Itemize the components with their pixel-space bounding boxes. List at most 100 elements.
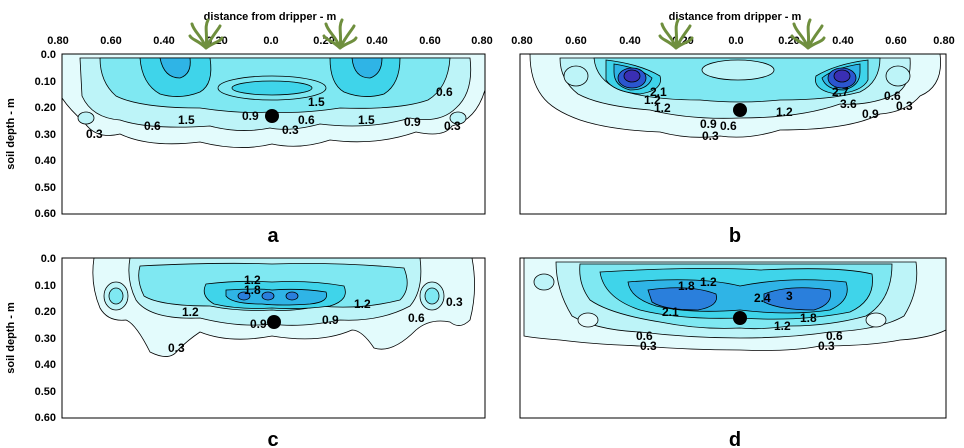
contour-label: 1.5 [358, 113, 375, 127]
y-tick: 0.10 [35, 280, 56, 292]
contour-band [763, 287, 832, 311]
contour-fill-b [529, 54, 941, 138]
y-tick: 0.40 [35, 155, 56, 167]
plot-frame [519, 53, 947, 215]
contour-label: 0.9 [250, 317, 267, 331]
contour-label: 0.9 [404, 115, 421, 129]
panel-label-c: c [267, 429, 278, 448]
contour-label: 0.6 [884, 89, 901, 103]
contour-band [424, 287, 440, 305]
y-tick: 0.0 [41, 253, 56, 265]
contour-label: 1.2 [244, 273, 261, 287]
contour-label: 3.6 [840, 97, 857, 111]
x-tick: 0.40 [366, 35, 387, 47]
panel-label-b: b [729, 225, 741, 247]
x-ticks-b: 0.80 0.60 0.40 0.20 0.0 0.20 0.40 0.60 0… [511, 35, 954, 47]
contour-band [449, 111, 467, 125]
contour-label: 0.9 [242, 109, 259, 123]
contour-label: 0.9 [700, 117, 717, 131]
contour-label: 3 [786, 289, 793, 303]
contour-label: 1.2 [774, 319, 791, 333]
contour-label: 0.3 [446, 295, 463, 309]
contour-band [261, 291, 275, 301]
contour-label: 0.6 [436, 85, 453, 99]
contour-label: 2.1 [650, 85, 667, 99]
y-tick: 0.50 [35, 386, 56, 398]
contour-label: 0.6 [720, 119, 737, 133]
contour-label: 0.3 [896, 99, 913, 113]
contour-band [647, 287, 717, 311]
contour-band [108, 287, 124, 305]
contour-band [231, 80, 313, 96]
contour-label: 2.4 [754, 291, 771, 305]
x-ticks-a: 0.80 0.60 0.40 0.20 0.0 0.20 0.40 0.60 0… [47, 35, 492, 47]
dripper-marker [267, 315, 281, 329]
contour-band [833, 69, 851, 83]
contour-band [577, 312, 599, 328]
contour-label: 2.7 [832, 85, 849, 99]
x-tick: 0.80 [471, 35, 492, 47]
dripper-marker [265, 109, 279, 123]
x-axis-title: distance from dripper - m [204, 11, 337, 23]
contour-label: 1.2 [644, 93, 661, 107]
panel-d: 1.8 1.2 2.4 3 2.1 1.2 1.8 0.6 0.6 0.3 0.… [519, 257, 947, 448]
contour-band [159, 57, 191, 79]
panel-b: distance from dripper - m 0.80 0.60 0.40… [511, 11, 954, 247]
contour-label: 0.6 [636, 329, 653, 343]
y-tick: 0.40 [35, 359, 56, 371]
y-tick: 0.20 [35, 306, 56, 318]
contour-band [533, 273, 555, 291]
x-tick: 0.40 [832, 35, 853, 47]
contour-band [351, 57, 383, 79]
contour-label: 0.3 [640, 339, 657, 353]
x-tick: 0.40 [619, 35, 640, 47]
x-tick: 0.60 [100, 35, 121, 47]
y-tick: 0.30 [35, 129, 56, 141]
panel-a: distance from dripper - m 0.80 0.60 0.40… [5, 11, 493, 247]
plot-frame [61, 257, 486, 419]
contour-band [225, 288, 328, 306]
contour-label: 0.6 [826, 329, 843, 343]
x-tick: 0.60 [565, 35, 586, 47]
panel-label-a: a [267, 225, 279, 247]
plant-icon [658, 18, 694, 50]
plot-frame [519, 257, 947, 419]
x-tick: 0.0 [263, 35, 278, 47]
contour-label: 1.5 [178, 113, 195, 127]
contour-label: 0.6 [408, 311, 425, 325]
contour-band [77, 111, 95, 125]
contour-band [701, 59, 775, 81]
contour-band [237, 291, 251, 301]
y-tick: 0.50 [35, 182, 56, 194]
contour-label: 1.2 [182, 305, 199, 319]
contour-label: 1.2 [700, 275, 717, 289]
contour-label: 0.6 [144, 119, 161, 133]
x-tick: 0.0 [728, 35, 743, 47]
x-axis-title: distance from dripper - m [669, 11, 802, 23]
contour-band [865, 312, 887, 328]
contour-band [563, 65, 589, 87]
contour-label: 2.1 [662, 305, 679, 319]
plant-icon [188, 18, 224, 50]
contour-labels-c: 1.2 1.8 1.2 0.9 0.9 1.2 0.6 0.3 0.3 [168, 273, 463, 355]
contour-label: 0.6 [298, 113, 315, 127]
x-tick: 0.60 [419, 35, 440, 47]
contour-label: 1.5 [308, 95, 325, 109]
plant-icon [322, 18, 358, 50]
contour-fill-c [92, 258, 475, 357]
contour-label: 1.8 [678, 279, 695, 293]
contour-label: 0.3 [282, 123, 299, 137]
x-tick: 0.20 [313, 35, 334, 47]
contour-band [885, 65, 911, 87]
contour-label: 0.3 [818, 339, 835, 353]
dripper-marker [733, 311, 747, 325]
y-tick: 0.20 [35, 102, 56, 114]
y-ticks-c: 0.0 0.10 0.20 0.30 0.40 0.50 0.60 [35, 253, 56, 424]
contour-label: 0.9 [862, 107, 879, 121]
x-tick: 0.40 [153, 35, 174, 47]
y-tick: 0.10 [35, 76, 56, 88]
contour-band [285, 291, 299, 301]
y-ticks-a: 0.0 0.10 0.20 0.30 0.40 0.50 0.60 [35, 49, 56, 220]
contour-labels-b: 2.1 1.2 2.7 1.2 0.9 0.6 0.3 1.2 3.6 0.9 … [644, 85, 913, 143]
